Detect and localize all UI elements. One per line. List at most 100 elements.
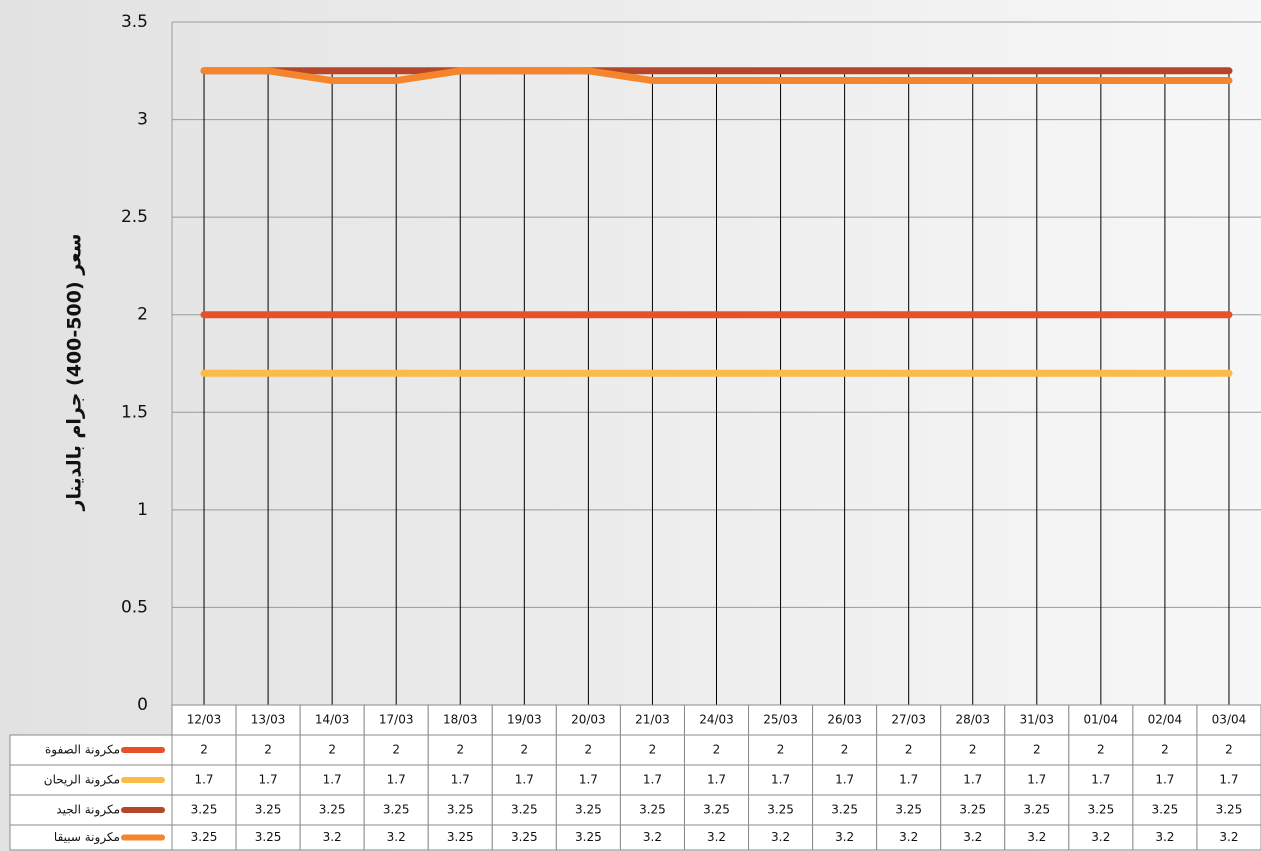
- x-tick-label: 12/03: [187, 713, 222, 727]
- x-tick-label: 18/03: [443, 713, 478, 727]
- table-cell: [555, 704, 621, 736]
- y-tick-label: 3.5: [121, 12, 148, 32]
- table-cell: [940, 764, 1006, 796]
- table-value: 1.7: [259, 773, 278, 787]
- table-cell: [299, 794, 365, 826]
- y-tick-label: 3: [137, 110, 148, 130]
- table-cell: [427, 764, 493, 796]
- table-value: 1.7: [451, 773, 470, 787]
- table-value: 3.25: [383, 803, 410, 817]
- table-value: 2: [969, 743, 977, 757]
- table-value: 2: [521, 743, 529, 757]
- table-cell: [812, 734, 878, 766]
- table-cell: [1196, 824, 1261, 851]
- x-tick-label: 27/03: [891, 713, 926, 727]
- table-value: 3.25: [703, 803, 730, 817]
- table-cell: [427, 794, 493, 826]
- table-value: 1.7: [963, 773, 982, 787]
- table-cell: [683, 824, 750, 851]
- table-value: 2: [1033, 743, 1041, 757]
- x-tick-label: 14/03: [315, 713, 350, 727]
- table-value: 1.7: [515, 773, 534, 787]
- table-value: 2: [392, 743, 400, 757]
- y-tick-label: 0.5: [121, 597, 148, 617]
- table-cell: [619, 734, 685, 766]
- table-value: 1.7: [1155, 773, 1174, 787]
- table-value: 3.25: [191, 803, 218, 817]
- table-value: 3.25: [575, 830, 602, 844]
- x-tick-label: 17/03: [379, 713, 414, 727]
- table-value: 3.2: [1155, 830, 1174, 844]
- table-value: 2: [1225, 743, 1233, 757]
- table-value: 2: [841, 743, 849, 757]
- table-value: 3.25: [191, 830, 218, 844]
- table-value: 3.25: [511, 830, 538, 844]
- table-cell: [235, 734, 301, 766]
- table-value: 3.25: [319, 803, 346, 817]
- table-value: 3.25: [447, 830, 474, 844]
- table-cell: [748, 824, 814, 851]
- table-value: 3.25: [767, 803, 794, 817]
- table-cell: [555, 824, 621, 851]
- x-tick-label: 20/03: [571, 713, 606, 727]
- table-value: 1.7: [643, 773, 662, 787]
- table-cell: [363, 794, 429, 826]
- table-value: 3.2: [771, 830, 790, 844]
- x-tick-label: 19/03: [507, 713, 542, 727]
- table-value: 3.2: [963, 830, 982, 844]
- table-cell: [1068, 824, 1134, 851]
- legend-label: مكرونة الجيد: [56, 803, 120, 818]
- table-value: 1.7: [835, 773, 854, 787]
- table-value: 2: [1097, 743, 1105, 757]
- table-cell: [812, 794, 878, 826]
- table-value: 2: [713, 743, 721, 757]
- table-value: 1.7: [387, 773, 406, 787]
- table-cell: [1004, 734, 1070, 766]
- table-cell: [812, 704, 878, 736]
- table-value: 2: [1161, 743, 1169, 757]
- table-value: 2: [264, 743, 272, 757]
- table-value: 3.25: [255, 803, 282, 817]
- table-value: 3.2: [1219, 830, 1238, 844]
- table-cell: [427, 734, 493, 766]
- table-cell: [1004, 764, 1070, 796]
- y-tick-label: 1: [137, 500, 148, 520]
- x-tick-label: 24/03: [699, 713, 734, 727]
- table-cell: [812, 764, 878, 796]
- table-cell: [683, 734, 750, 766]
- table-value: 3.2: [835, 830, 854, 844]
- table-cell: [171, 734, 237, 766]
- table-cell: [619, 824, 685, 851]
- table-cell: [748, 704, 814, 736]
- y-tick-label: 2: [137, 305, 148, 325]
- y-tick-label: 1.5: [121, 402, 148, 422]
- table-value: 1.7: [899, 773, 918, 787]
- table-cell: [235, 824, 301, 851]
- table-value: 1.7: [1091, 773, 1110, 787]
- table-cell: [1132, 734, 1198, 766]
- table-value: 1.7: [323, 773, 342, 787]
- table-value: 2: [328, 743, 336, 757]
- x-tick-label: 28/03: [955, 713, 990, 727]
- table-cell: [1132, 794, 1198, 826]
- table-cell: [1068, 794, 1134, 826]
- table-value: 3.2: [707, 830, 726, 844]
- table-value: 3.25: [447, 803, 474, 817]
- table-value: 3.2: [643, 830, 662, 844]
- table-cell: [1068, 734, 1134, 766]
- table-cell: [491, 824, 557, 851]
- table-cell: [619, 764, 685, 796]
- table-cell: [876, 794, 942, 826]
- table-value: 1.7: [1219, 773, 1238, 787]
- x-tick-label: 26/03: [827, 713, 862, 727]
- table-value: 3.25: [511, 803, 538, 817]
- x-tick-label: 31/03: [1019, 713, 1054, 727]
- x-tick-label: 03/04: [1212, 713, 1247, 727]
- legend-label: مكرونة الريحان: [44, 773, 120, 788]
- x-tick-label: 25/03: [763, 713, 798, 727]
- table-value: 1.7: [707, 773, 726, 787]
- table-value: 1.7: [771, 773, 790, 787]
- legend-label: مكرونة سبيقا: [54, 830, 120, 845]
- table-value: 3.25: [1087, 803, 1114, 817]
